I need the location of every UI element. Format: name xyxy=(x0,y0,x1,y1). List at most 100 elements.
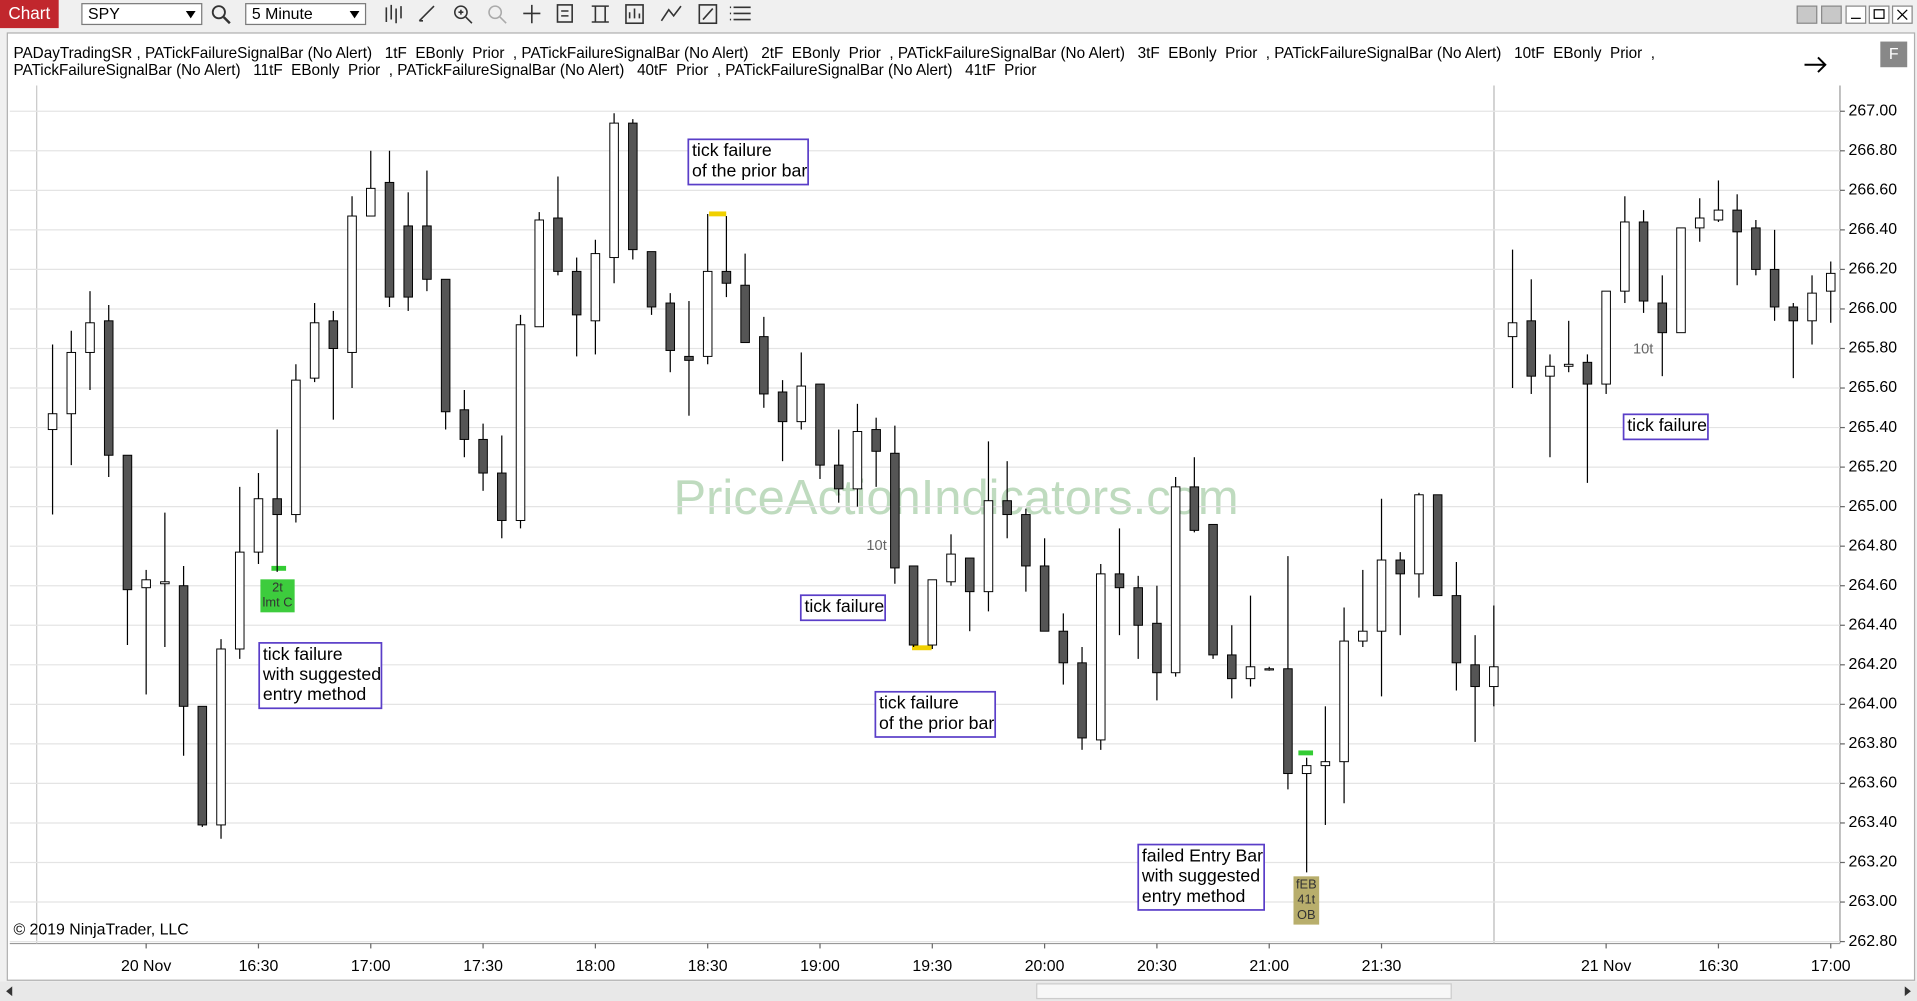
signal-level xyxy=(709,211,727,217)
candle-body xyxy=(66,351,77,415)
candle-body xyxy=(833,464,844,490)
candle-body xyxy=(291,379,301,516)
x-tick-label: 20 Nov xyxy=(121,958,171,975)
candle-body xyxy=(1414,494,1424,575)
toolbar-icons[interactable] xyxy=(385,4,751,25)
candle-body xyxy=(347,215,357,353)
candle-body xyxy=(47,413,58,431)
candle-body xyxy=(1114,573,1125,589)
candle-body xyxy=(160,581,170,585)
candle-body xyxy=(1788,306,1799,322)
y-tick-label: 264.20 xyxy=(1849,656,1898,673)
candle-body xyxy=(85,322,95,353)
candle-body xyxy=(1208,523,1218,656)
annotation-text: with suggested xyxy=(1141,866,1260,886)
candle-body xyxy=(890,452,900,569)
y-tick-label: 263.00 xyxy=(1849,893,1898,910)
candle-body xyxy=(1657,302,1668,334)
candle-body xyxy=(534,219,544,328)
candle-body xyxy=(1451,595,1462,664)
candle-body xyxy=(852,431,863,490)
candle-body xyxy=(553,217,563,272)
float-button[interactable] xyxy=(1880,41,1908,68)
scrollbar[interactable] xyxy=(0,981,1917,1001)
candle-body xyxy=(1152,622,1162,674)
candle-body xyxy=(1283,668,1293,775)
window-buttons[interactable] xyxy=(1796,5,1913,24)
search-icon[interactable] xyxy=(211,5,231,25)
annotation-text: tick failure xyxy=(263,644,343,664)
candle-body xyxy=(1170,486,1181,674)
candle-body xyxy=(1395,559,1406,575)
annotation-text: failed Entry Bar xyxy=(1142,845,1263,865)
annotation-box xyxy=(258,642,383,710)
y-tick-label: 265.20 xyxy=(1849,458,1898,475)
signal-level xyxy=(912,645,932,651)
candle-body xyxy=(1620,221,1630,292)
x-tick-label: 21:30 xyxy=(1362,958,1402,975)
candle-body xyxy=(1077,662,1087,739)
scrollbar-thumb[interactable] xyxy=(1036,983,1452,1000)
candle-body xyxy=(1245,666,1256,680)
candle-body xyxy=(1526,320,1537,377)
x-tick-label: 20:00 xyxy=(1025,958,1065,975)
signal-level xyxy=(1298,750,1314,756)
candle-body xyxy=(815,383,825,466)
signal-label-text: lmt C xyxy=(263,595,293,610)
candle-body xyxy=(1563,363,1574,367)
y-tick-label: 264.40 xyxy=(1849,616,1898,633)
candle-body xyxy=(702,270,713,357)
annotation-box xyxy=(1622,413,1709,441)
candle-body xyxy=(759,336,769,395)
instrument-label: SPY xyxy=(88,6,120,23)
candle-body xyxy=(253,498,264,553)
candle-body xyxy=(871,429,881,452)
y-tick-label: 266.80 xyxy=(1849,142,1898,159)
signal-label-text: fEB xyxy=(1296,876,1317,891)
candle-body xyxy=(1189,486,1200,531)
annotation-text: of the prior bar xyxy=(879,713,994,733)
candle-body xyxy=(197,705,208,826)
candle-body xyxy=(1676,227,1686,334)
signal-label-text: 2t xyxy=(272,579,283,594)
candle-body xyxy=(1507,322,1518,338)
annotation-text: with suggested xyxy=(262,664,381,684)
candle-body xyxy=(1807,292,1817,322)
candle-body xyxy=(1339,640,1349,763)
x-tick-label: 16:30 xyxy=(239,958,279,975)
y-tick-label: 265.80 xyxy=(1849,340,1898,357)
candle-body xyxy=(478,438,488,474)
annotation-text: of the prior bar xyxy=(692,160,807,180)
candle-body xyxy=(497,472,507,521)
y-tick-label: 264.80 xyxy=(1849,537,1898,554)
arrow-button[interactable] xyxy=(1804,56,1827,73)
candle-body xyxy=(1694,217,1705,229)
instrument-selector[interactable] xyxy=(81,3,203,26)
candle-body xyxy=(1732,209,1742,233)
y-tick-label: 266.00 xyxy=(1849,300,1898,317)
x-tick-label: 20:30 xyxy=(1137,958,1177,975)
candle-body xyxy=(309,322,320,379)
candle-body xyxy=(1095,573,1106,741)
candle-body xyxy=(571,270,582,316)
candle-body xyxy=(1601,290,1611,385)
chart-tab[interactable] xyxy=(0,0,59,29)
x-tick-label: 17:00 xyxy=(351,958,391,975)
candle-body xyxy=(1825,272,1836,292)
y-tick-label: 263.40 xyxy=(1849,814,1898,831)
candle-body xyxy=(272,498,282,516)
signal-label-text: OB xyxy=(1297,907,1316,922)
annotation-text: tick failure xyxy=(804,596,884,616)
candle-body xyxy=(422,225,432,280)
candle-body xyxy=(1358,630,1368,642)
x-tick-label: 21:00 xyxy=(1249,958,1289,975)
annotation-text: entry method xyxy=(1142,886,1245,906)
annotation-text: entry method xyxy=(263,684,366,704)
tick-label: 10t xyxy=(1633,341,1653,357)
y-tick-label: 264.60 xyxy=(1849,577,1898,594)
interval-selector[interactable] xyxy=(245,3,367,26)
candle-body xyxy=(964,557,975,593)
x-tick-label: 17:00 xyxy=(1811,958,1851,975)
